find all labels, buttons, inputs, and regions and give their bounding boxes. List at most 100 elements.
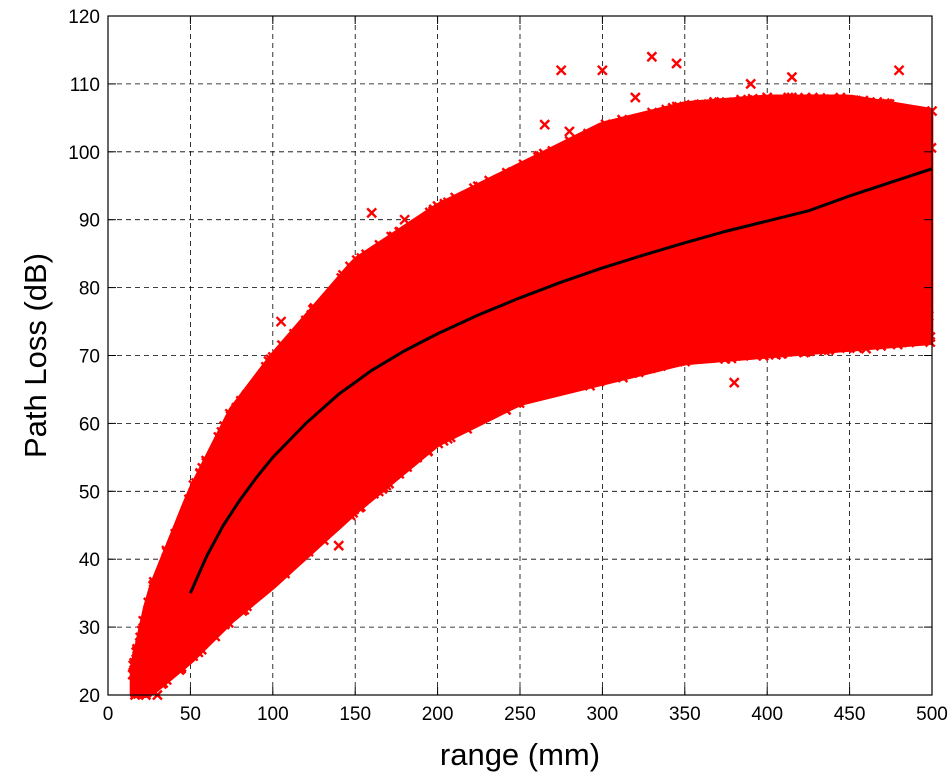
scatter-point	[660, 156, 672, 168]
scatter-point	[322, 333, 334, 344]
scatter-point	[432, 438, 444, 449]
scatter-point	[209, 446, 220, 458]
scatter-point	[642, 135, 654, 147]
x-axis-label: range (mm)	[440, 737, 600, 772]
scatter-point	[860, 343, 872, 355]
scatter-point	[393, 226, 405, 238]
scatter-point	[580, 328, 592, 340]
x-tick-label: 350	[669, 704, 701, 725]
scatter-point	[583, 182, 595, 194]
scatter-point	[681, 305, 693, 316]
scatter-point	[241, 586, 253, 598]
scatter-point	[143, 597, 154, 608]
scatter-point	[283, 336, 295, 348]
y-tick-label: 120	[68, 7, 100, 28]
scatter-point	[815, 305, 827, 317]
scatter-point	[555, 64, 567, 76]
scatter-point	[881, 98, 893, 110]
scatter-point	[659, 143, 671, 155]
scatter-point	[293, 365, 305, 377]
scatter-point	[328, 466, 340, 478]
scatter-point	[699, 327, 711, 338]
scatter-point	[299, 515, 311, 526]
scatter-point	[239, 437, 251, 449]
scatter-point	[226, 565, 238, 577]
scatter-point	[903, 317, 914, 329]
x-tick-label: 200	[422, 704, 454, 725]
scatter-point	[684, 121, 696, 133]
scatter-point	[766, 106, 778, 118]
scatter-point	[160, 565, 172, 577]
scatter-point	[135, 642, 147, 653]
scatter-point	[265, 553, 277, 565]
scatter-point	[391, 261, 402, 273]
scatter-point	[884, 98, 895, 110]
scatter-point	[909, 123, 920, 134]
scatter-point	[143, 682, 155, 694]
scatter-point	[811, 329, 822, 341]
scatter-point	[728, 377, 740, 389]
scatter-point	[377, 483, 388, 495]
scatter-point	[887, 292, 899, 304]
scatter-point	[713, 96, 725, 108]
scatter-point	[788, 284, 800, 296]
scatter-point	[752, 94, 764, 106]
scatter-point	[226, 582, 237, 594]
scatter-point	[672, 121, 684, 133]
scatter-series	[127, 51, 938, 701]
scatter-point	[517, 374, 529, 386]
scatter-point	[482, 358, 493, 370]
scatter-point	[561, 186, 572, 197]
scatter-point	[241, 422, 253, 434]
scatter-point	[753, 152, 764, 164]
x-tick-label: 150	[339, 704, 371, 725]
x-tick-label: 500	[916, 704, 948, 725]
scatter-point	[385, 439, 397, 451]
scatter-point	[901, 282, 912, 294]
scatter-point	[358, 486, 370, 498]
scatter-point	[753, 325, 765, 337]
scatter-point	[461, 224, 473, 236]
scatter-point	[766, 154, 777, 166]
scatter-point	[430, 419, 442, 430]
scatter-point	[338, 284, 350, 296]
scatter-point	[422, 445, 434, 457]
scatter-point	[218, 472, 229, 484]
scatter-point	[216, 583, 227, 594]
scatter-point	[402, 242, 414, 254]
scatter-point	[781, 109, 793, 121]
scatter-point	[730, 97, 742, 109]
scatter-point	[314, 322, 326, 334]
scatter-point	[588, 376, 600, 388]
scatter-point	[562, 153, 574, 165]
scatter-point	[735, 94, 747, 106]
scatter-point	[534, 351, 545, 363]
scatter-point	[241, 389, 253, 401]
scatter-point	[185, 519, 196, 531]
scatter-point	[735, 154, 747, 166]
scatter-point	[922, 324, 934, 336]
scatter-point	[787, 345, 799, 357]
scatter-point	[275, 316, 287, 327]
scatter-point	[597, 64, 608, 76]
scatter-point	[127, 669, 139, 680]
scatter-point	[148, 579, 159, 591]
scatter-point	[251, 553, 263, 565]
scatter-point	[684, 331, 696, 343]
scatter-point	[787, 130, 799, 142]
scatter-point	[165, 547, 177, 559]
scatter-point	[562, 380, 573, 392]
scatter-point	[811, 117, 823, 129]
scatter-point	[385, 249, 397, 261]
y-tick-label: 90	[79, 211, 100, 232]
scatter-point	[590, 177, 601, 189]
scatter-point	[260, 361, 272, 373]
scatter-point	[564, 360, 575, 371]
scatter-point	[673, 307, 685, 318]
scatter-point	[456, 418, 468, 429]
scatter-point	[877, 335, 889, 347]
scatter-point	[745, 305, 756, 317]
scatter-point	[363, 461, 375, 473]
scatter-point	[679, 347, 691, 359]
scatter-point	[393, 468, 405, 480]
